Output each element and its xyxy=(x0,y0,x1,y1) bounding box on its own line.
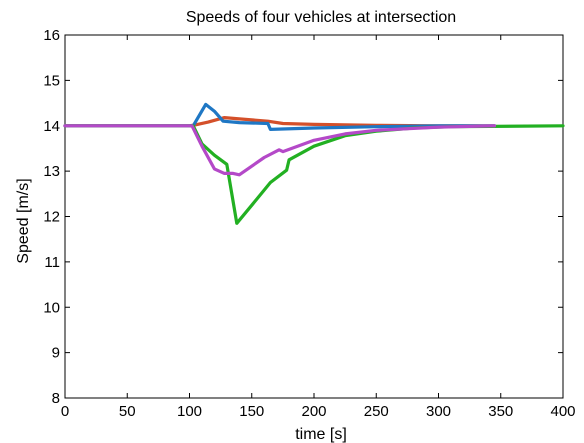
x-tick-label: 300 xyxy=(426,403,451,420)
series-group xyxy=(63,102,565,225)
y-tick-label: 12 xyxy=(43,209,60,226)
series-line-2 xyxy=(63,102,497,131)
y-tick-label: 9 xyxy=(52,345,60,362)
plot-frame xyxy=(64,34,564,399)
y-tick-label: 14 xyxy=(43,118,60,135)
y-tick-label: 13 xyxy=(43,163,60,180)
chart-title: Speeds of four vehicles at intersection xyxy=(186,9,456,26)
x-tick-label: 150 xyxy=(239,403,264,420)
x-tick-label: 200 xyxy=(301,403,326,420)
y-axis-label: Speed [m/s] xyxy=(15,178,32,263)
y-tick-label: 8 xyxy=(52,390,60,407)
x-tick-label: 50 xyxy=(119,403,136,420)
y-tick-label: 11 xyxy=(44,254,60,271)
x-axis-label: time [s] xyxy=(295,426,347,443)
y-tick-label: 10 xyxy=(43,299,60,316)
x-tick-label: 350 xyxy=(488,403,513,420)
x-tick-label: 400 xyxy=(550,403,575,420)
y-tick-label: 16 xyxy=(43,27,60,44)
x-tick-label: 0 xyxy=(61,403,69,420)
x-tick-label: 250 xyxy=(364,403,389,420)
series-line-4 xyxy=(63,124,497,177)
x-tick-label: 100 xyxy=(177,403,202,420)
ticks: 0 50 100 150 200 250 300 350 400 8 9 10 11 12 13 14 15 16 xyxy=(43,27,575,420)
y-tick-label: 15 xyxy=(43,72,60,89)
